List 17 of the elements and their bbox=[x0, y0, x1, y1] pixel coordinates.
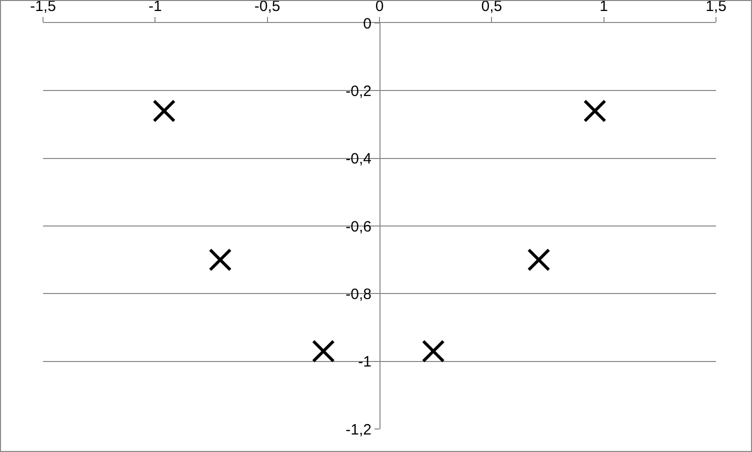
point bbox=[208, 248, 232, 272]
y-tick-label: -1 bbox=[358, 354, 372, 371]
y-tick-label: -0,2 bbox=[346, 82, 372, 100]
y-tick-label: -0,8 bbox=[346, 286, 372, 303]
x-tick-label: -1,5 bbox=[30, 0, 56, 15]
x-tick-label: -1 bbox=[148, 0, 162, 15]
point bbox=[152, 99, 176, 122]
y-tick-label: 0 bbox=[363, 15, 372, 32]
y-tick-label: -0,4 bbox=[346, 150, 372, 168]
x-tick-label: 1,5 bbox=[706, 0, 726, 15]
point bbox=[312, 340, 335, 363]
y-tick-label: -0,6 bbox=[346, 218, 372, 236]
y-tick-label: -1,2 bbox=[346, 421, 372, 438]
point bbox=[527, 248, 550, 272]
point bbox=[422, 340, 445, 363]
x-tick-label: 1 bbox=[600, 0, 608, 15]
point bbox=[583, 99, 606, 122]
